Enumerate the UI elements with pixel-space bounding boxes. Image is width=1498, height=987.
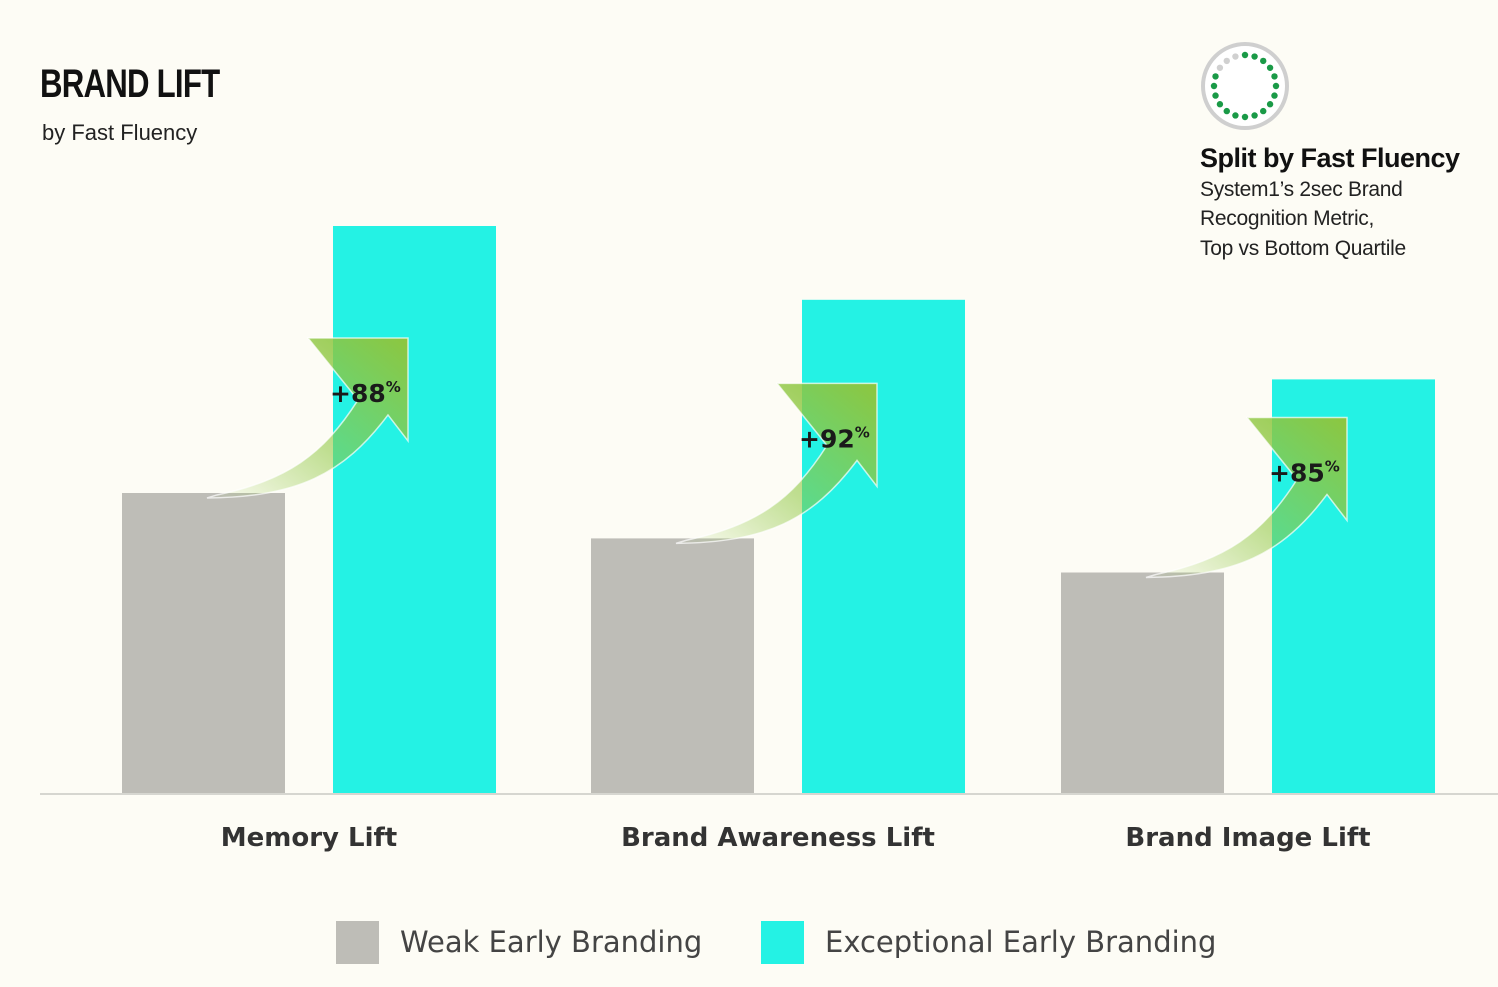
icon-dot xyxy=(1223,57,1230,65)
icon-dot xyxy=(1232,53,1239,60)
bar-exceptional-2 xyxy=(802,299,965,794)
legend-item-weak: Weak Early Branding xyxy=(336,920,702,964)
icon-dot xyxy=(1260,107,1267,115)
icon-dot xyxy=(1232,112,1239,119)
legend-label-weak: Weak Early Branding xyxy=(400,925,703,959)
info-line-1: System1’s 2sec Brand xyxy=(1200,178,1403,201)
bar-exceptional-1 xyxy=(333,226,496,794)
category-label-3: Brand Image Lift xyxy=(1125,823,1370,853)
lift-arrow-1 xyxy=(206,337,409,499)
icon-dot xyxy=(1216,101,1224,108)
info-line-2: Recognition Metric, xyxy=(1200,207,1375,230)
bar-weak-2 xyxy=(591,538,754,794)
icon-dot xyxy=(1266,64,1274,71)
legend-swatch-weak xyxy=(336,920,379,964)
icon-dot xyxy=(1271,73,1278,80)
info-heading: Split by Fast Fluency xyxy=(1200,143,1460,173)
lift-label-3: +85% xyxy=(1269,457,1340,487)
icon-dot xyxy=(1251,53,1258,60)
icon-dot xyxy=(1271,92,1278,99)
legend-label-exceptional: Exceptional Early Branding xyxy=(825,925,1217,959)
legend: Weak Early Branding Exceptional Early Br… xyxy=(0,920,1498,964)
icon-dot xyxy=(1251,112,1258,119)
info-line-3: Top vs Bottom Quartile xyxy=(1200,237,1406,260)
bar-weak-3 xyxy=(1061,572,1224,794)
category-label-2: Brand Awareness Lift xyxy=(621,823,935,853)
legend-item-exceptional: Exceptional Early Branding xyxy=(761,920,1216,964)
icon-dot xyxy=(1266,101,1274,108)
icon-dot xyxy=(1212,73,1219,80)
dotted-circle-icon xyxy=(1201,42,1289,130)
icon-dot xyxy=(1272,82,1280,90)
icon-dot xyxy=(1210,82,1218,90)
icon-dot xyxy=(1260,57,1267,65)
lift-arrow-2 xyxy=(675,382,878,545)
icon-dot xyxy=(1223,107,1230,115)
icon-dot xyxy=(1212,92,1219,99)
bar-chart: +88%+92%+85% Memory Lift Brand Awareness … xyxy=(40,226,1498,853)
bar-weak-1 xyxy=(122,493,285,794)
chart-subtitle: by Fast Fluency xyxy=(42,120,198,145)
lift-arrow-3 xyxy=(1145,416,1348,579)
icon-dot xyxy=(1241,113,1249,121)
legend-swatch-exceptional xyxy=(761,920,804,964)
icon-dot xyxy=(1216,64,1224,71)
category-label-1: Memory Lift xyxy=(221,823,398,853)
icon-dot xyxy=(1241,51,1249,59)
chart-title: BRAND LIFT xyxy=(40,62,220,106)
